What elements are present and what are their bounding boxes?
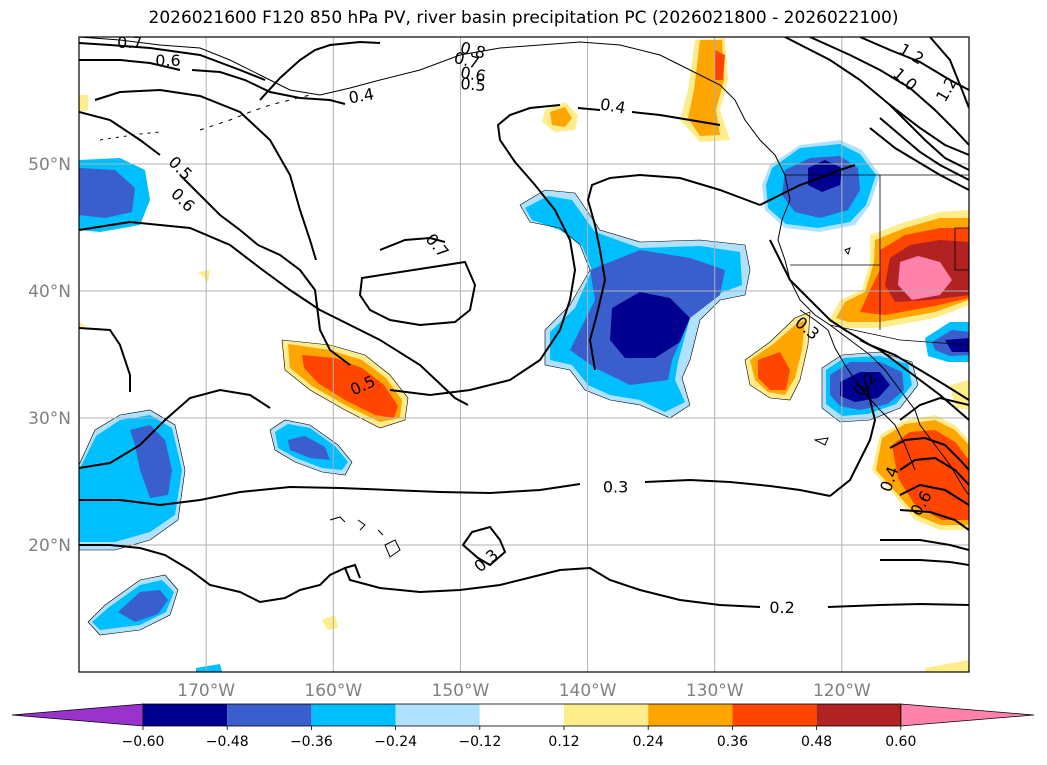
- colorbar-tick-label: 0.48: [801, 734, 832, 750]
- contour-label: 0.5: [165, 152, 196, 183]
- contour-label: 0.7: [117, 33, 142, 52]
- contour-label: 0.4: [347, 84, 375, 107]
- lon-label: 120°W: [813, 681, 871, 701]
- pv-contours: [79, 37, 969, 608]
- svg-text:0.6: 0.6: [459, 63, 487, 86]
- lat-label: 20°N: [28, 536, 71, 556]
- contour-labels: 0.70.60.40.80.70.60.50.40.50.60.70.50.30…: [117, 33, 961, 617]
- svg-text:0.3: 0.3: [470, 545, 502, 576]
- lon-label: 160°W: [304, 681, 362, 701]
- colorbar-segment: [816, 704, 901, 726]
- colorbar-segment: [732, 704, 817, 726]
- contour-label: 0.6: [459, 63, 487, 86]
- map-title: 2026021600 F120 850 hPa PV, river basin …: [148, 8, 899, 28]
- lon-label: 170°W: [177, 681, 235, 701]
- svg-text:0.3: 0.3: [603, 478, 628, 497]
- colorbar-extend-high: [900, 703, 1035, 727]
- contour-label: 0.6: [155, 51, 180, 70]
- colorbar-tick-label: −0.48: [206, 734, 249, 750]
- colorbar-extend-low: [11, 703, 144, 727]
- contour-label: 0.5: [460, 74, 487, 95]
- lat-label: 30°N: [28, 409, 71, 429]
- contour-label: 0.4: [599, 95, 627, 118]
- svg-text:0.5: 0.5: [165, 152, 196, 183]
- contour-label: 0.6: [167, 184, 198, 215]
- longitude-labels: 170°W 160°W 150°W 140°W 130°W 120°W: [177, 681, 871, 701]
- colorbar-tick-label: 0.60: [885, 734, 916, 750]
- lon-label: 150°W: [432, 681, 490, 701]
- svg-text:0.5: 0.5: [460, 74, 487, 95]
- lat-label: 50°N: [28, 155, 71, 175]
- colorbar-tick-label: 0.36: [717, 734, 748, 750]
- colorbar-segment: [143, 704, 228, 726]
- colorbar: −0.60 −0.48 −0.36 −0.24 −0.12 0.12 0.24 0.36 0.4…: [11, 703, 1035, 750]
- lat-label: 40°N: [28, 282, 71, 302]
- lon-label: 140°W: [559, 681, 617, 701]
- colorbar-segment: [564, 704, 649, 726]
- contour-label: 0.3: [470, 545, 502, 576]
- svg-text:0.7: 0.7: [422, 230, 453, 262]
- svg-text:0.4: 0.4: [599, 95, 627, 118]
- svg-text:0.7: 0.7: [117, 33, 142, 52]
- lon-label: 130°W: [686, 681, 744, 701]
- latitude-labels: 50°N 40°N 30°N 20°N: [28, 155, 71, 556]
- colorbar-segment: [648, 704, 733, 726]
- svg-text:0.2: 0.2: [769, 598, 794, 617]
- colorbar-tick-label: −0.24: [374, 734, 417, 750]
- colorbar-segment: [395, 704, 480, 726]
- colorbar-tick-label: 0.12: [548, 734, 579, 750]
- precip-shading: [79, 38, 969, 672]
- coastlines: [79, 37, 969, 558]
- svg-text:0.6: 0.6: [155, 51, 180, 70]
- shading-outline: [79, 189, 919, 636]
- colorbar-tick-label: −0.60: [122, 734, 165, 750]
- svg-text:0.4: 0.4: [347, 84, 375, 107]
- colorbar-segment: [227, 704, 312, 726]
- svg-text:1.0: 1.0: [889, 64, 921, 95]
- map-area: 0.70.60.40.80.70.60.50.40.50.60.70.50.30…: [79, 33, 969, 672]
- colorbar-tick-label: 0.24: [633, 734, 664, 750]
- colorbar-segment: [311, 704, 396, 726]
- colorbar-segment: [479, 704, 564, 726]
- contour-label: 0.7: [422, 230, 453, 262]
- colorbar-tick-label: −0.36: [290, 734, 333, 750]
- map-frame: [78, 36, 970, 673]
- contour-label: 0.3: [603, 478, 628, 497]
- colorbar-tick-label: −0.12: [458, 734, 501, 750]
- contour-label: 0.2: [769, 598, 794, 617]
- map-gridlines: [79, 37, 969, 672]
